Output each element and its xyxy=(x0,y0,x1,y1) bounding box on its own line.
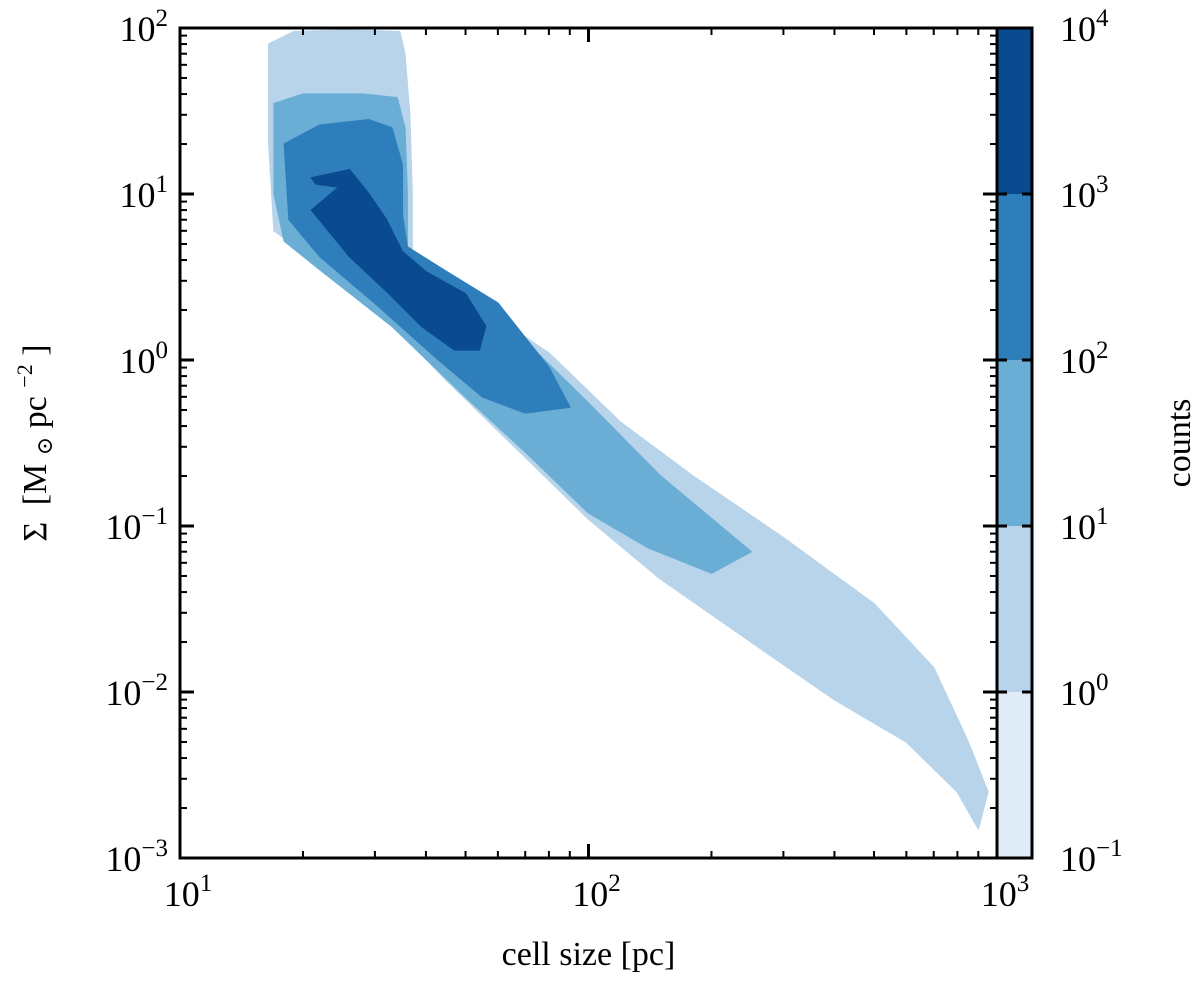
colorbar-band-0 xyxy=(997,692,1032,858)
y-tick-label: 102 xyxy=(120,5,169,49)
plot-area xyxy=(268,29,989,830)
colorbar-tick-label: 102 xyxy=(1060,337,1109,381)
axes: 101 102 103 10−3 10−2 10−1 100 101 102 xyxy=(105,5,1029,914)
colorbar-band-3 xyxy=(997,194,1032,360)
colorbar-band-1 xyxy=(997,526,1032,692)
colorbar-band-2 xyxy=(997,360,1032,526)
colorbar-tick-label: 104 xyxy=(1060,5,1109,49)
y-tick-label: 10−3 xyxy=(105,835,168,879)
y-tick-label: 10−2 xyxy=(105,669,168,713)
colorbar-band-4 xyxy=(997,28,1032,194)
contour-level-1000 xyxy=(310,168,487,351)
colorbar-tick-label: 100 xyxy=(1060,669,1109,713)
x-tick-label: 103 xyxy=(981,870,1030,914)
x-tick-label: 102 xyxy=(572,870,621,914)
colorbar-tick-label: 101 xyxy=(1060,503,1109,547)
colorbar-label: counts xyxy=(1161,399,1198,488)
y-tick-label: 10−1 xyxy=(105,503,168,547)
colorbar-tick-label: 103 xyxy=(1060,171,1109,215)
y-tick-label: 100 xyxy=(120,337,169,381)
x-axis-label: cell size [pc] xyxy=(502,936,676,973)
colorbar: 10−1 100 101 102 103 104 xyxy=(995,5,1123,879)
x-tick-label: 101 xyxy=(164,870,213,914)
y-tick-label: 101 xyxy=(120,171,169,215)
y-axis-label: Σ [M ⊙ pc −2 ] xyxy=(3,344,60,541)
axis-labels: cell size [pc] Σ [M ⊙ pc −2 ] counts xyxy=(3,344,1198,973)
colorbar-tick-label: 10−1 xyxy=(1060,835,1123,879)
contour-level-1 xyxy=(268,29,989,830)
